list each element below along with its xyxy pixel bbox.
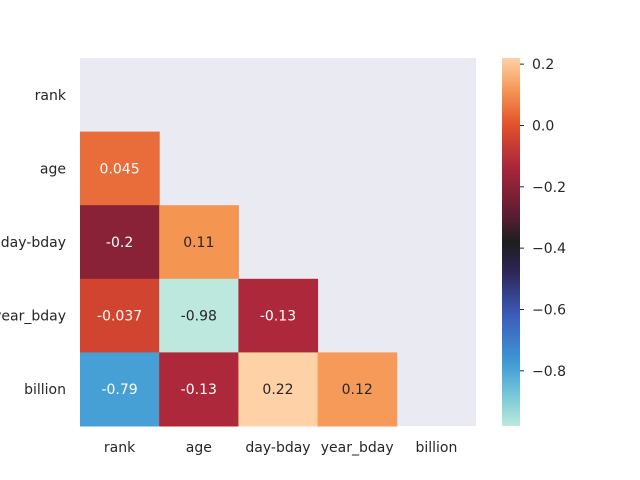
- heatmap-cell-age-rank: [80, 131, 160, 206]
- x-tick-label: day-bday: [245, 440, 310, 456]
- heatmap-cell-billion-day-bday: [238, 352, 319, 427]
- cell-value-label: -0.13: [260, 309, 296, 325]
- heatmap-cell-billion-rank: [80, 352, 160, 427]
- x-tick-label: rank: [104, 440, 136, 456]
- heatmap-cell-labels: 0.045 -0.2 0.11 -0.037 -0.98 -0.13 -0.79 -0.13 0…: [97, 161, 373, 398]
- cell-value-label: -0.2: [106, 235, 133, 251]
- y-tick-label: year_bday: [0, 309, 66, 325]
- heatmap-cell-billion-age: [159, 352, 239, 427]
- heatmap-cell-year-bday-day-bday: [238, 278, 319, 353]
- cell-value-label: 0.11: [183, 235, 214, 251]
- cell-value-label: -0.79: [101, 382, 137, 398]
- y-tick-label: rank: [35, 88, 67, 104]
- colorbar-ticks: 0.2 0.0 −0.2 −0.4 −0.6 −0.8: [520, 57, 566, 380]
- cell-value-label: -0.037: [97, 309, 142, 325]
- heatmap-cell-day-bday-rank: [80, 205, 160, 280]
- heatmap-cell-year-bday-rank: [80, 278, 160, 353]
- x-tick-labels: rank age day-bday year_bday billion: [104, 440, 457, 456]
- cell-value-label: -0.98: [181, 309, 217, 325]
- cell-value-label: -0.13: [181, 382, 217, 398]
- x-tick-label: age: [186, 440, 212, 456]
- x-tick-label: year_bday: [321, 440, 394, 456]
- cell-value-label: 0.045: [100, 161, 140, 177]
- x-tick-label: billion: [415, 440, 457, 456]
- cell-value-label: 0.12: [342, 382, 373, 398]
- y-tick-label: day-bday: [1, 235, 66, 251]
- colorbar-tick-label: −0.2: [532, 180, 566, 196]
- heatmap-cell-day-bday-age: [159, 205, 239, 280]
- colorbar-tick-label: −0.6: [532, 302, 566, 318]
- colorbar-tick-label: 0.2: [532, 57, 554, 73]
- colorbar-tick-label: −0.4: [532, 241, 566, 257]
- heatmap-cells: [80, 131, 398, 427]
- heatmap-cell-year-bday-age: [159, 278, 239, 353]
- cell-value-label: 0.22: [262, 382, 293, 398]
- heatmap-cell-billion-year-bday: [317, 352, 398, 427]
- y-tick-label: billion: [24, 382, 66, 398]
- y-tick-label: age: [40, 161, 66, 177]
- colorbar-tick-label: 0.0: [532, 118, 554, 134]
- colorbar: [502, 58, 520, 426]
- colorbar-tick-label: −0.8: [532, 364, 566, 380]
